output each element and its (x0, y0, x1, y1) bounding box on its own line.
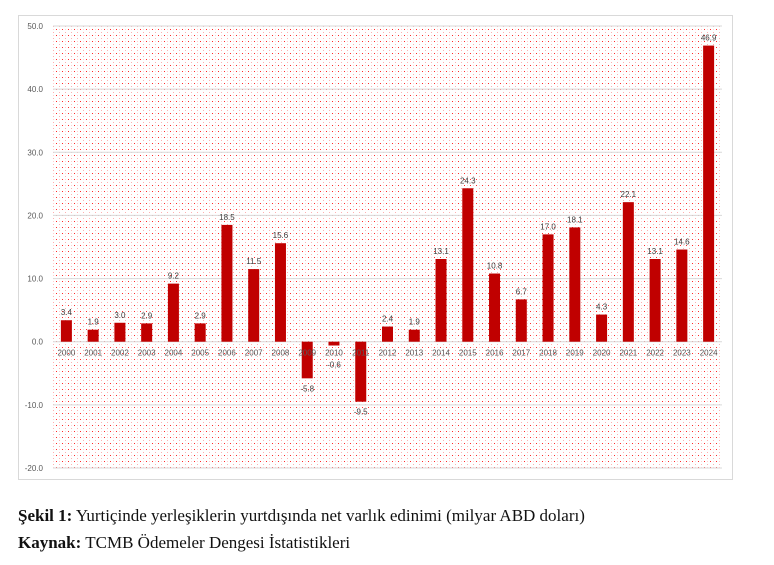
x-tick-label: 2002 (111, 349, 129, 358)
chart-frame: 50.0 40.0 30.0 20.0 10.0 0.0 -10.0 -20.0 2000 3.4… (18, 15, 733, 480)
bar-2012 (382, 326, 393, 342)
data-label: 22.1 (621, 190, 637, 199)
y-tick-label: 30.0 (27, 148, 43, 157)
x-tick-label: 2019 (566, 349, 584, 358)
figure-label: Şekil 1: (18, 506, 73, 525)
data-label: 3.0 (114, 311, 126, 320)
figure-text: Yurtiçinde yerleşiklerin yurtdışında net… (72, 506, 585, 525)
data-label: -0.6 (327, 361, 341, 370)
data-label: 2.9 (141, 311, 153, 320)
bar-2014 (435, 258, 447, 342)
data-label: 10.8 (487, 262, 503, 271)
bar-2020 (596, 314, 608, 342)
data-label: 9.2 (168, 272, 180, 281)
bar-2007 (248, 269, 260, 342)
x-tick-label: 2001 (84, 349, 102, 358)
bar-2018 (542, 234, 554, 342)
data-label: 1.9 (409, 318, 421, 327)
bar-2004 (167, 283, 179, 342)
x-tick-label: 2012 (379, 349, 397, 358)
bar-2019 (569, 227, 581, 342)
data-label: 24.3 (460, 176, 476, 185)
x-tick-label: 2013 (405, 349, 423, 358)
bar-2023 (676, 249, 688, 342)
bar-2002 (114, 322, 126, 342)
source-caption: Kaynak: TCMB Ödemeler Dengesi İstatistik… (18, 533, 350, 553)
data-label: 6.7 (516, 287, 528, 296)
x-tick-label: 2005 (191, 349, 209, 358)
x-tick-label: 2010 (325, 349, 343, 358)
bar-2011 (355, 341, 367, 402)
x-tick-label: 2018 (539, 349, 557, 358)
bar-chart: 50.0 40.0 30.0 20.0 10.0 0.0 -10.0 -20.0 2000 3.4… (25, 22, 722, 473)
x-tick-label: 2017 (512, 349, 530, 358)
data-label: 2.4 (382, 315, 394, 324)
bar-2021 (622, 202, 634, 342)
bar-2008 (274, 243, 286, 342)
bar-2017 (515, 299, 527, 342)
data-label: 14.6 (674, 238, 690, 247)
source-text: TCMB Ödemeler Dengesi İstatistikleri (81, 533, 351, 552)
y-tick-label: 10.0 (27, 275, 43, 284)
y-tick-label: 40.0 (27, 85, 43, 94)
bar-2006 (221, 224, 233, 342)
data-label: 15.6 (273, 231, 289, 240)
x-tick-label: 2020 (593, 349, 611, 358)
bar-2016 (489, 273, 501, 342)
data-label: 3.4 (61, 308, 73, 317)
y-tick-label: -10.0 (25, 401, 44, 410)
x-tick-label: 2006 (218, 349, 236, 358)
y-tick-label: -20.0 (25, 464, 44, 473)
x-tick-label: 2024 (700, 349, 718, 358)
plot-area (53, 26, 722, 468)
bar-2024 (703, 45, 715, 342)
x-tick-label: 2007 (245, 349, 263, 358)
source-label: Kaynak: (18, 533, 82, 552)
data-label: 11.5 (246, 257, 262, 266)
x-tick-label: 2022 (646, 349, 664, 358)
data-label: 2.9 (195, 311, 207, 320)
bar-2001 (87, 329, 99, 342)
figure-caption: Şekil 1: Yurtiçinde yerleşiklerin yurtdı… (18, 506, 585, 526)
data-label: 1.9 (88, 318, 100, 327)
x-tick-label: 2009 (298, 349, 316, 358)
bar-2005 (194, 323, 206, 342)
bar-2015 (462, 188, 474, 342)
data-label: 13.1 (647, 247, 663, 256)
data-label: -5.8 (300, 384, 314, 393)
x-tick-label: 2015 (459, 349, 477, 358)
x-tick-label: 2021 (619, 349, 637, 358)
x-tick-label: 2003 (138, 349, 156, 358)
x-tick-label: 2000 (57, 349, 75, 358)
x-tick-label: 2011 (352, 349, 370, 358)
data-label: 18.5 (219, 213, 235, 222)
bar-2022 (649, 258, 661, 342)
bar-2009 (301, 341, 313, 379)
data-label: 4.3 (596, 303, 608, 312)
x-tick-label: 2004 (165, 349, 183, 358)
bar-2013 (408, 329, 420, 342)
data-label: 46.9 (701, 34, 717, 43)
data-label: 17.0 (540, 222, 556, 231)
y-tick-label: 0.0 (32, 338, 44, 347)
bar-2000 (60, 320, 72, 342)
x-tick-label: 2023 (673, 349, 691, 358)
data-label: 13.1 (433, 247, 449, 256)
data-label: 18.1 (567, 215, 583, 224)
y-tick-label: 20.0 (27, 211, 43, 220)
bar-2003 (141, 323, 153, 342)
y-tick-label: 50.0 (27, 22, 43, 31)
x-tick-label: 2014 (432, 349, 450, 358)
data-label: -9.5 (354, 408, 368, 417)
x-tick-label: 2008 (272, 349, 290, 358)
x-tick-label: 2016 (486, 349, 504, 358)
bar-2010 (328, 341, 340, 346)
